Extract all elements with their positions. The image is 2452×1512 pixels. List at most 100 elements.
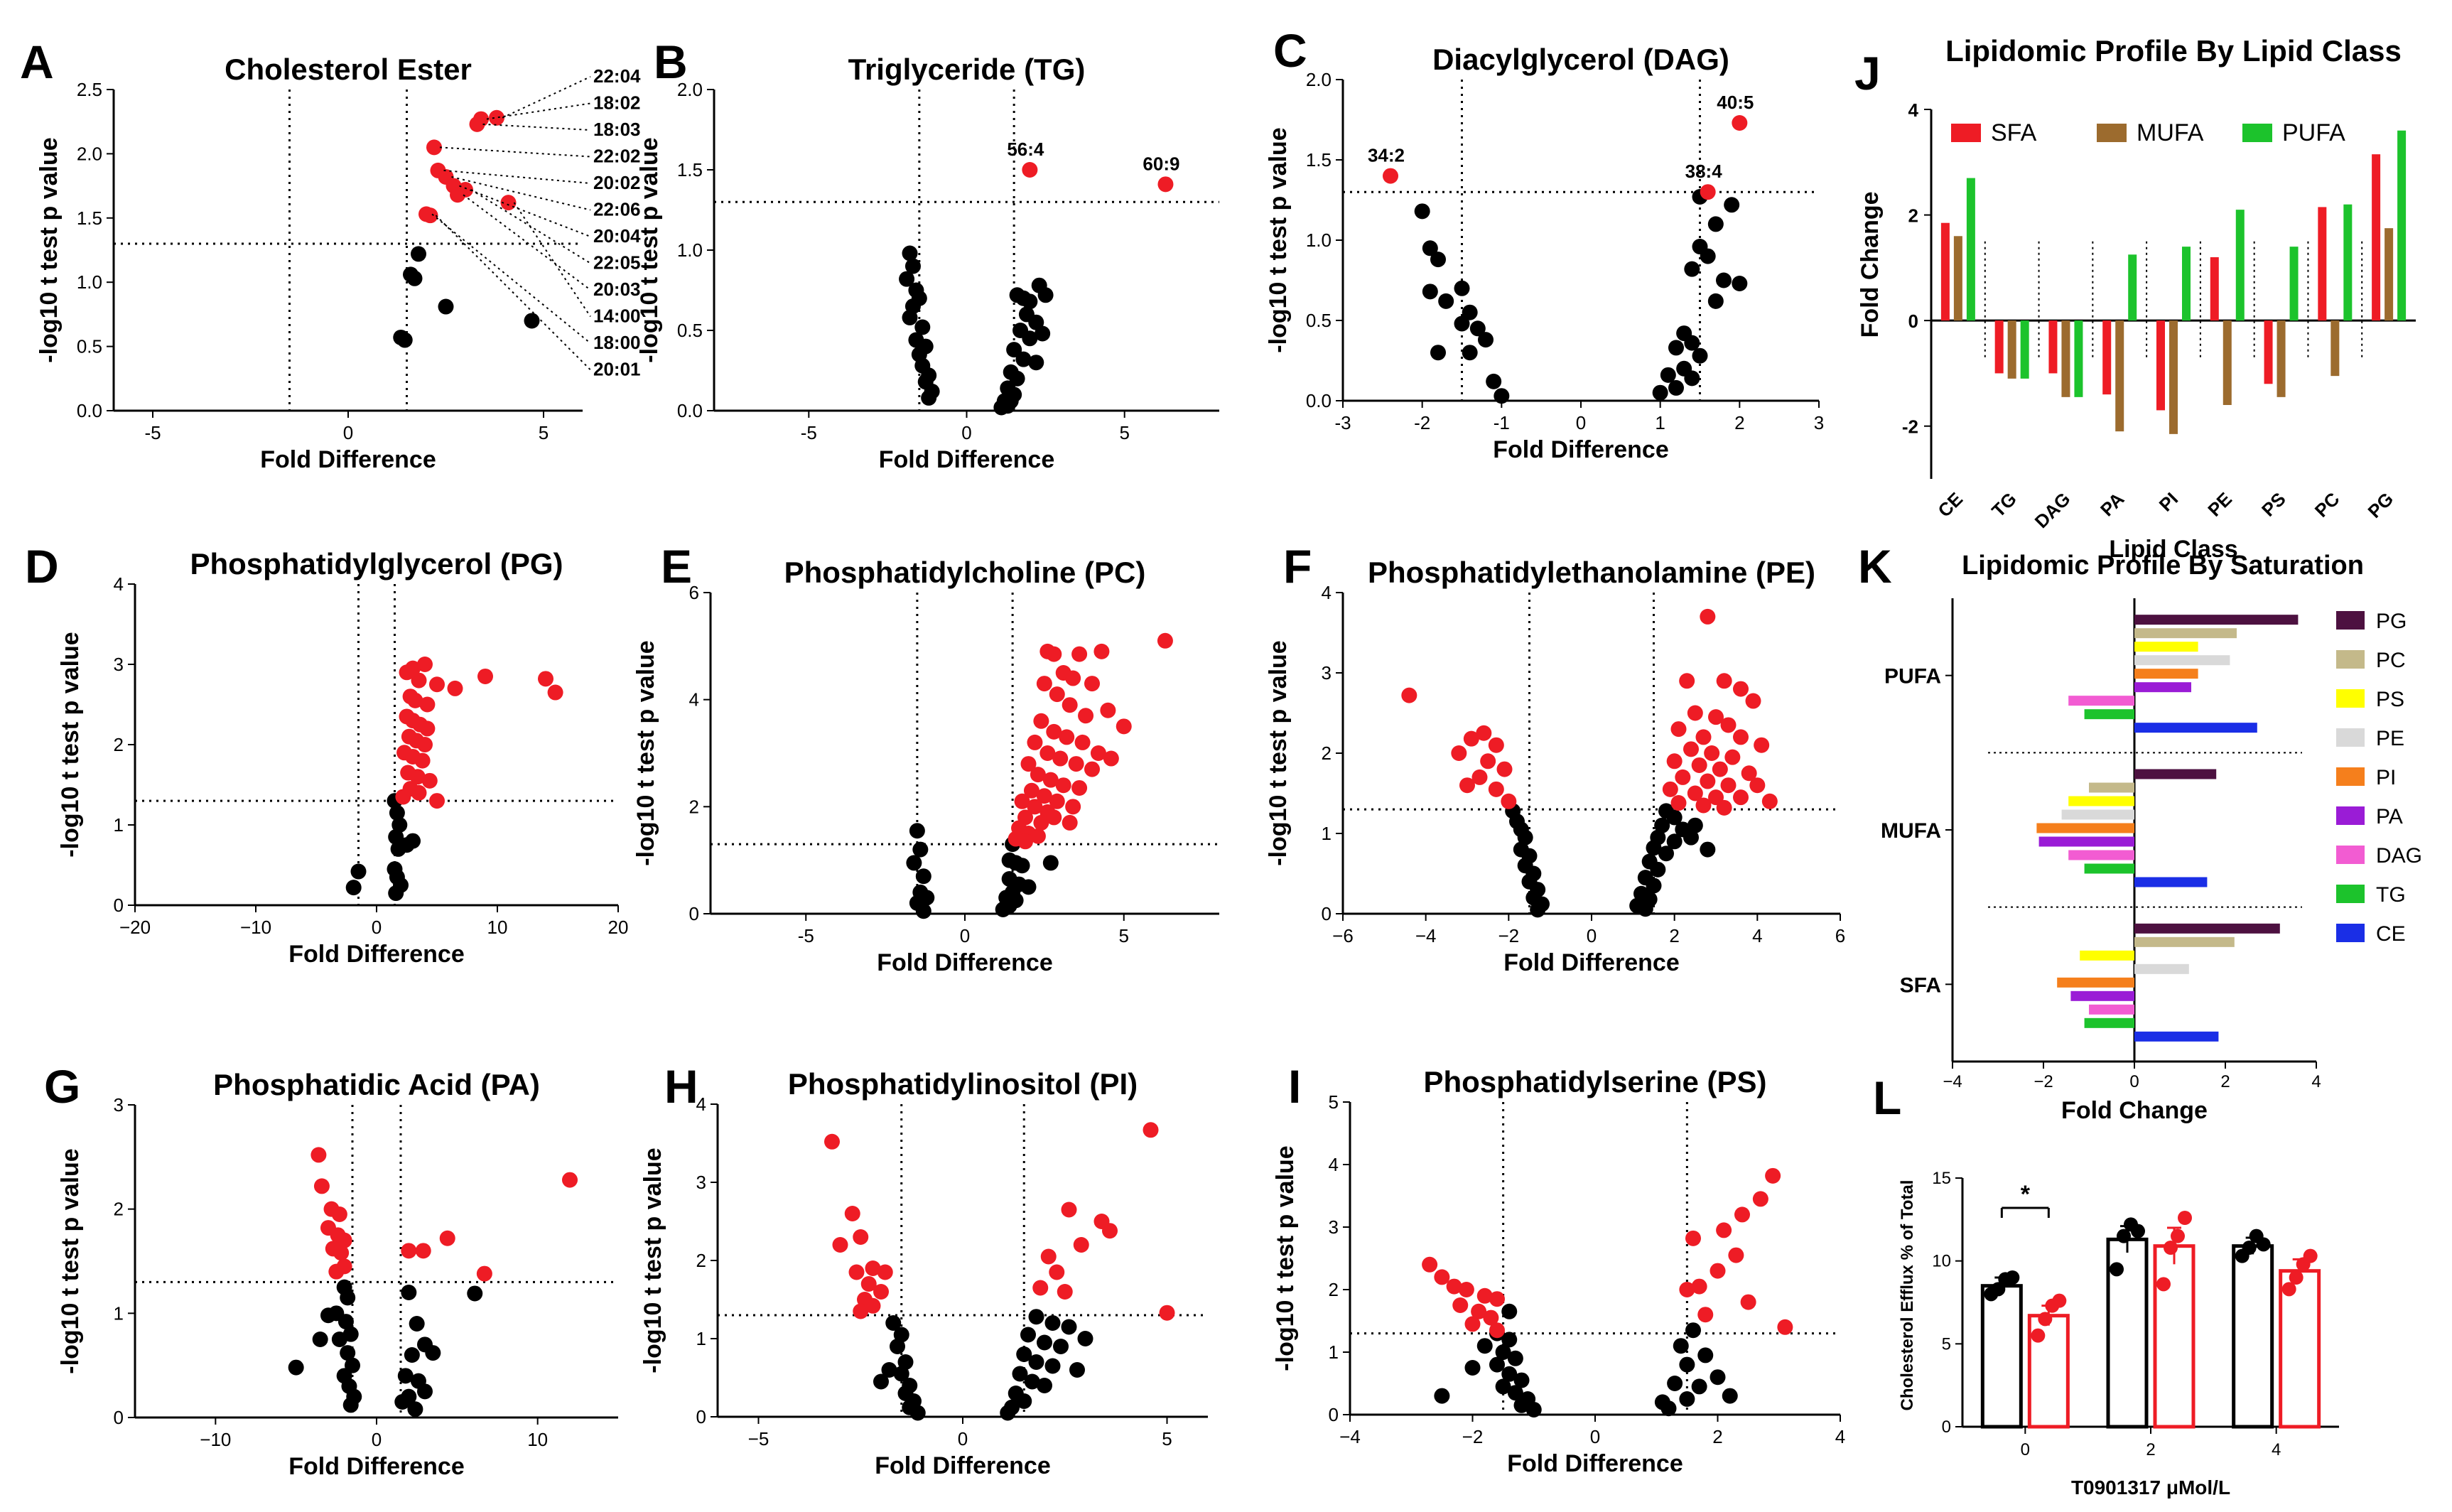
panel-b-x-tick-label: 5 bbox=[1119, 422, 1129, 443]
panel-k-legend-swatch-pi bbox=[2336, 767, 2365, 786]
panel-j-legend-swatch-pufa bbox=[2242, 124, 2272, 142]
panel-f-point-nonsignificant bbox=[1700, 841, 1716, 858]
panel-k-bar-pc-pufa bbox=[2134, 628, 2237, 639]
panel-i-point-significant bbox=[1765, 1167, 1781, 1184]
panel-g-y-tick-label: 2 bbox=[114, 1199, 124, 1220]
panel-k-x-tick-label: 4 bbox=[2311, 1072, 2321, 1091]
panel-k-bar-pg-mufa bbox=[2134, 769, 2217, 779]
panel-k-x-tick-label: −4 bbox=[1943, 1072, 1962, 1091]
panel-d-y-tick-label: 0 bbox=[114, 895, 124, 916]
panel-c-title: Diacylglycerol (DAG) bbox=[1432, 43, 1729, 76]
panel-l-replicate-point bbox=[2131, 1224, 2145, 1238]
panel-b-point-annotation: 56:4 bbox=[1007, 139, 1044, 160]
panel-i-point-significant bbox=[1697, 1307, 1714, 1323]
panel-a-callout-leader bbox=[502, 76, 591, 119]
panel-c-point-nonsignificant bbox=[1668, 379, 1684, 396]
panel-a-callout-label: 20:04 bbox=[593, 225, 641, 247]
panel-i-y-axis-label: -log10 t test p value bbox=[1272, 1145, 1299, 1371]
panel-k-bar-pi-pufa bbox=[2134, 669, 2198, 679]
panel-f-y-tick-label: 1 bbox=[1322, 823, 1332, 844]
panel-c-point-nonsignificant bbox=[1430, 345, 1446, 361]
panel-k-x-axis-label: Fold Change bbox=[2061, 1097, 2208, 1124]
panel-l-replicate-point bbox=[2281, 1282, 2296, 1297]
panel-h-y-tick-label: 2 bbox=[696, 1250, 706, 1271]
panel-f-x-tick-label: 2 bbox=[1669, 925, 1679, 946]
panel-d-point-significant bbox=[417, 657, 433, 672]
panel-f-point-significant bbox=[1754, 737, 1770, 753]
panel-h-point-significant bbox=[1032, 1280, 1049, 1296]
panel-i-point-nonsignificant bbox=[1434, 1388, 1450, 1404]
panel-a-callout-label: 18:02 bbox=[593, 92, 641, 114]
panel-j-legend-swatch-sfa bbox=[1951, 124, 1981, 142]
panel-e-point-significant bbox=[1059, 729, 1075, 745]
panel-f-point-significant bbox=[1749, 777, 1766, 794]
panel-j-bar-sfa-ps bbox=[2264, 320, 2273, 384]
panel-e-point-significant bbox=[1023, 782, 1039, 799]
panel-j-bar-pufa-dag bbox=[2074, 320, 2083, 397]
panel-j-y-tick-label: 0 bbox=[1908, 310, 1918, 332]
panel-j-title: Lipidomic Profile By Lipid Class bbox=[1945, 34, 2402, 68]
panel-c-y-tick-label: 0.5 bbox=[1306, 310, 1332, 331]
panel-c-point-nonsignificant bbox=[1652, 384, 1668, 401]
panel-a-callout-label: 20:02 bbox=[593, 172, 641, 193]
panel-a-callout-leader bbox=[486, 102, 591, 120]
panel-a-callout-label: 14:00 bbox=[593, 306, 641, 327]
panel-e-title: Phosphatidylcholine (PC) bbox=[784, 556, 1146, 589]
panel-g-point-nonsignificant bbox=[394, 1394, 411, 1410]
panel-d-point-nonsignificant bbox=[390, 841, 406, 857]
panel-e-point-significant bbox=[1030, 767, 1046, 783]
panel-letter-K: K bbox=[1858, 540, 1892, 593]
panel-e-point-significant bbox=[1020, 756, 1037, 772]
panel-h-point-significant bbox=[865, 1260, 881, 1276]
panel-j-bar-pufa-pa bbox=[2128, 254, 2137, 321]
panel-c-point-nonsignificant bbox=[1716, 272, 1732, 288]
panel-a-y-tick-label: 0.5 bbox=[77, 336, 102, 357]
panel-j-bar-pufa-pg bbox=[2397, 130, 2407, 321]
panel-c-y-tick-label: 0.0 bbox=[1306, 390, 1332, 411]
panel-f-point-significant bbox=[1463, 730, 1479, 747]
panel-d-y-tick-label: 1 bbox=[114, 814, 124, 836]
panel-e-point-significant bbox=[1090, 745, 1106, 761]
panel-d-point-nonsignificant bbox=[389, 805, 405, 821]
panel-c-point-nonsignificant bbox=[1462, 304, 1478, 320]
panel-h-point-significant bbox=[1057, 1284, 1073, 1300]
panel-g-title: Phosphatidic Acid (PA) bbox=[213, 1068, 540, 1101]
panel-f-point-significant bbox=[1720, 717, 1737, 733]
panel-h-point-significant bbox=[824, 1133, 840, 1150]
panel-b-y-tick-label: 1.0 bbox=[677, 239, 703, 261]
panel-g-point-nonsignificant bbox=[425, 1345, 441, 1361]
panel-i-point-nonsignificant bbox=[1513, 1397, 1530, 1413]
panel-g-point-significant bbox=[313, 1178, 330, 1194]
panel-h-point-significant bbox=[1102, 1223, 1118, 1239]
panel-i-point-significant bbox=[1728, 1247, 1744, 1263]
panel-j-bar-sfa-pi bbox=[2156, 320, 2165, 411]
panel-j-legend-label: SFA bbox=[1991, 119, 2037, 146]
panel-b-x-tick-label: -5 bbox=[801, 422, 817, 443]
panel-j-bar-sfa-dag bbox=[2048, 320, 2058, 374]
panel-i-point-nonsignificant bbox=[1476, 1338, 1493, 1354]
panel-d-y-tick-label: 4 bbox=[114, 573, 124, 595]
panel-i-point-nonsignificant bbox=[1495, 1378, 1511, 1395]
panel-j-category-label: DAG bbox=[2031, 488, 2075, 532]
panel-g-point-significant bbox=[336, 1232, 352, 1248]
panel-b-point-nonsignificant bbox=[1022, 293, 1038, 310]
panel-a-point-nonsignificant bbox=[524, 313, 540, 329]
panel-l-replicate-point bbox=[2164, 1241, 2178, 1255]
panel-k-legend-swatch-dag bbox=[2336, 846, 2365, 864]
panel-l-y-axis-label: Cholesterol Efflux % of Total bbox=[1898, 1180, 1917, 1411]
panel-h-point-nonsignificant bbox=[909, 1405, 926, 1421]
panel-i-point-significant bbox=[1458, 1282, 1474, 1297]
panel-h-point-significant bbox=[877, 1264, 893, 1280]
panel-i-point-significant bbox=[1471, 1303, 1487, 1319]
panel-letter-E: E bbox=[661, 540, 692, 593]
panel-b-point-nonsignificant bbox=[914, 319, 931, 335]
panel-k-bar-dag-pufa bbox=[2068, 696, 2134, 706]
panel-a-x-axis-label: Fold Difference bbox=[260, 446, 436, 473]
panel-h-point-nonsignificant bbox=[1012, 1366, 1028, 1382]
panel-j-category-label: PS bbox=[2257, 488, 2290, 521]
panel-b-point-nonsignificant bbox=[1037, 287, 1054, 303]
panel-e-point-significant bbox=[1084, 676, 1100, 692]
panel-f-point-significant bbox=[1459, 777, 1475, 794]
panel-e-point-significant bbox=[1033, 814, 1049, 831]
panel-d-point-significant bbox=[429, 793, 445, 809]
